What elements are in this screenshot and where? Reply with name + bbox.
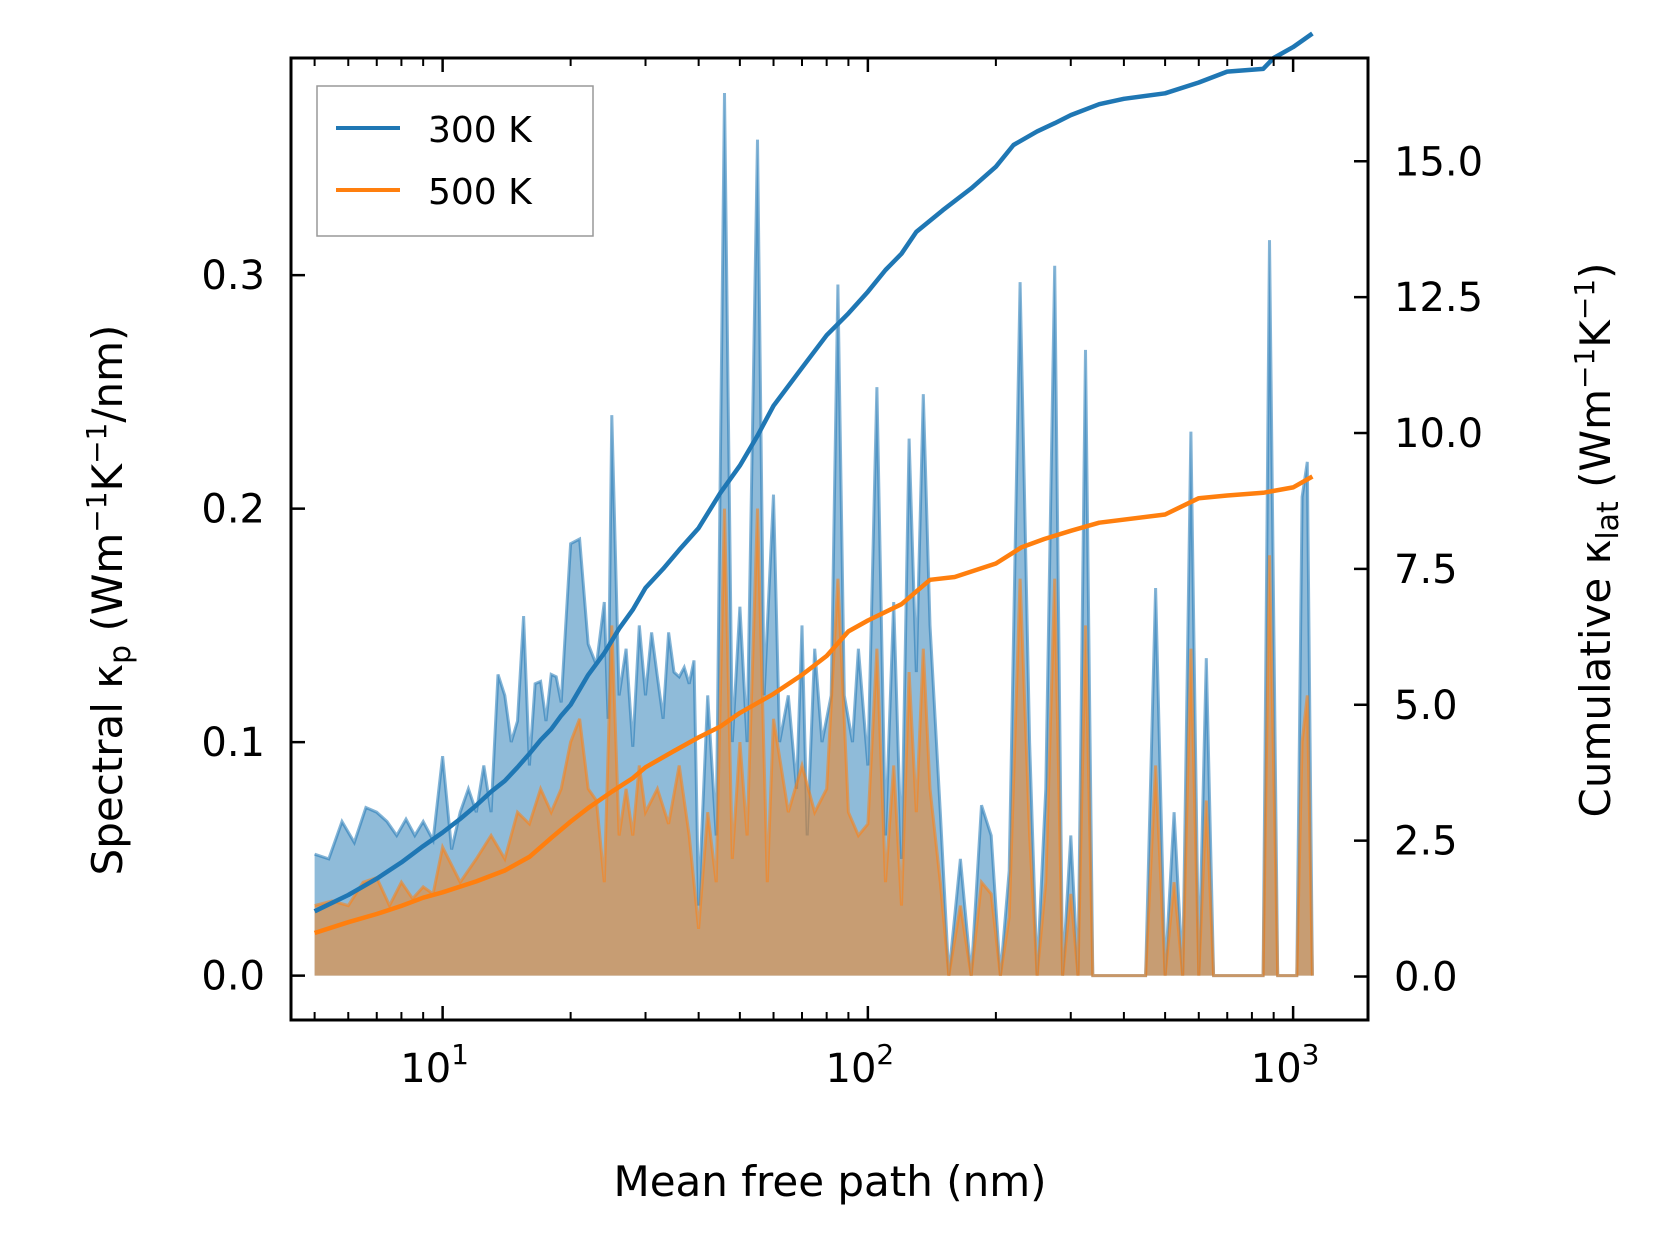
spectral-area-500k xyxy=(314,508,1313,976)
y-left-tick-label: 0.0 xyxy=(201,954,265,1000)
spectral-line-500k xyxy=(314,508,1314,978)
legend: 300 K 500 K xyxy=(316,85,594,237)
x-tick-label: 101 xyxy=(400,1038,469,1092)
x-tick-label: 102 xyxy=(826,1038,895,1092)
y-right-tick-label: 2.5 xyxy=(1394,819,1458,865)
y-left-tick-label: 0.2 xyxy=(201,487,265,533)
cumulative-line-500k xyxy=(313,474,1314,936)
y-left-tick-label: 0.1 xyxy=(201,720,265,766)
legend-label-300k: 300 K xyxy=(428,110,533,151)
y-axis-label-right: Cumulative κlat (Wm−1K−1) xyxy=(1568,263,1626,818)
x-tick-label: 103 xyxy=(1251,1038,1320,1092)
y-right-tick-label: 10.0 xyxy=(1394,411,1483,457)
x-axis-label: Mean free path (nm) xyxy=(613,1157,1046,1206)
y-right-tick-label: 15.0 xyxy=(1394,139,1483,185)
series-layer xyxy=(313,31,1314,978)
y-axis-label-left: Spectral κp (Wm−1K−1/nm) xyxy=(80,325,138,876)
cumulative-line-300k xyxy=(313,31,1314,914)
y-right-tick-label: 5.0 xyxy=(1394,683,1458,729)
legend-box xyxy=(316,85,594,237)
spectral-area-300k xyxy=(314,93,1313,976)
tick-layer: 101 102 103 0.0 0.1 0.2 0.3 0.0 2.5 5.0 7.5 10.0 12.… xyxy=(201,58,1483,1092)
y-right-tick-label: 7.5 xyxy=(1394,547,1458,593)
y-left-tick-label: 0.3 xyxy=(201,253,265,299)
legend-label-500k: 500 K xyxy=(428,172,533,213)
y-right-tick-label: 0.0 xyxy=(1394,955,1458,1001)
y-right-tick-label: 12.5 xyxy=(1394,275,1483,321)
plot-frame xyxy=(289,56,1370,1022)
